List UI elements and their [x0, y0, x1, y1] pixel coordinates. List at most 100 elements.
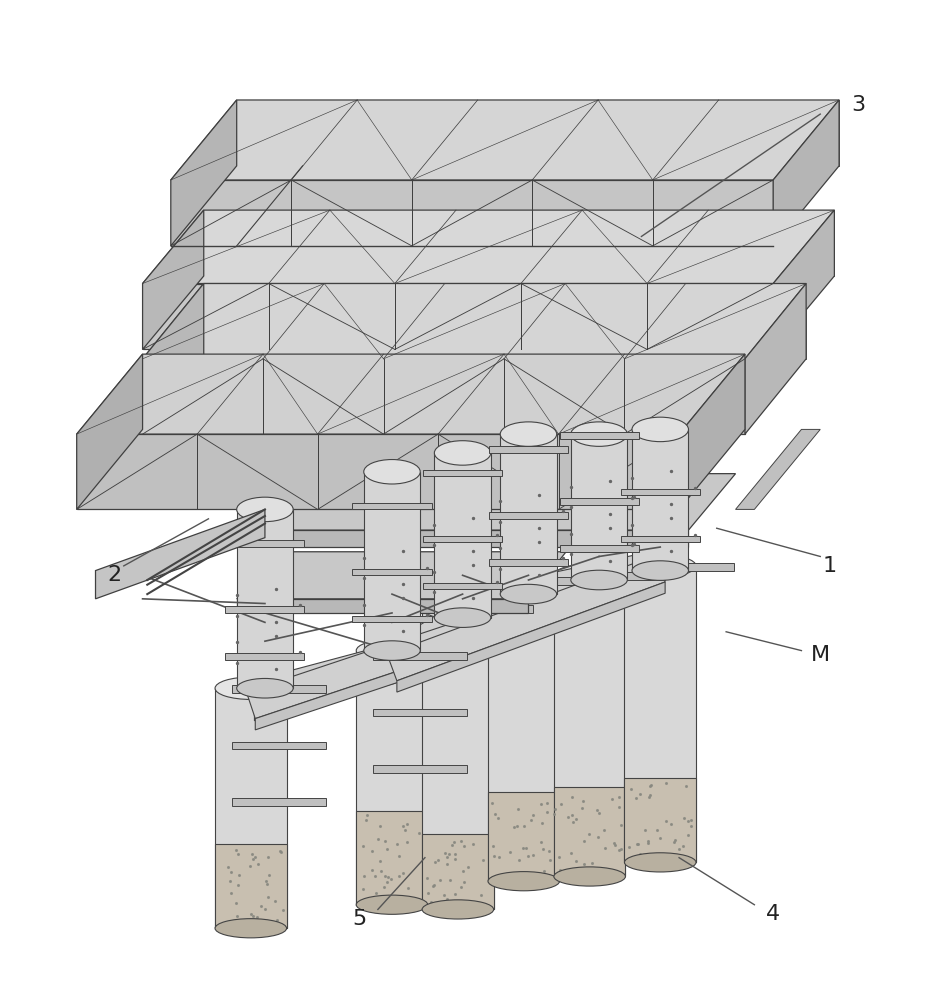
- Point: [577, 856, 592, 872]
- Polygon shape: [457, 575, 534, 629]
- Polygon shape: [232, 798, 326, 806]
- Point: [565, 814, 581, 830]
- Point: [456, 838, 471, 854]
- Point: [244, 846, 260, 862]
- Point: [515, 840, 531, 856]
- Polygon shape: [500, 429, 585, 509]
- Point: [293, 644, 308, 660]
- Point: [400, 880, 415, 896]
- Polygon shape: [226, 606, 305, 613]
- Point: [275, 902, 290, 918]
- Point: [592, 805, 607, 821]
- Point: [245, 851, 261, 867]
- Point: [510, 818, 525, 834]
- Point: [270, 912, 285, 928]
- Point: [683, 812, 699, 828]
- Point: [485, 838, 500, 854]
- Polygon shape: [171, 180, 773, 246]
- Point: [268, 661, 283, 677]
- Point: [564, 845, 579, 861]
- Point: [625, 490, 640, 506]
- Ellipse shape: [500, 422, 557, 446]
- Polygon shape: [399, 628, 470, 682]
- Point: [364, 862, 379, 878]
- Point: [453, 879, 468, 895]
- Polygon shape: [396, 582, 666, 692]
- Point: [536, 863, 551, 879]
- Point: [565, 807, 580, 823]
- Polygon shape: [237, 509, 294, 688]
- Point: [681, 827, 696, 843]
- Point: [396, 543, 411, 559]
- Point: [380, 869, 396, 885]
- Point: [490, 574, 505, 590]
- Point: [229, 655, 244, 671]
- Point: [396, 818, 411, 834]
- Polygon shape: [143, 284, 806, 359]
- Polygon shape: [422, 834, 494, 909]
- Ellipse shape: [488, 564, 560, 586]
- Polygon shape: [745, 284, 806, 434]
- Point: [465, 510, 480, 526]
- Point: [637, 822, 652, 838]
- Point: [273, 843, 288, 859]
- Point: [664, 463, 679, 479]
- Point: [224, 885, 239, 901]
- Polygon shape: [422, 608, 494, 909]
- Point: [229, 634, 244, 650]
- Point: [576, 793, 591, 809]
- Point: [602, 520, 617, 536]
- Point: [230, 846, 245, 862]
- Point: [612, 799, 627, 815]
- Point: [565, 789, 580, 805]
- Point: [419, 560, 434, 576]
- Point: [564, 499, 579, 515]
- Point: [585, 855, 600, 871]
- Point: [383, 871, 398, 887]
- Polygon shape: [356, 811, 428, 905]
- Point: [679, 778, 694, 794]
- Point: [461, 859, 476, 875]
- Point: [355, 838, 370, 854]
- Point: [597, 822, 612, 838]
- Point: [427, 537, 442, 553]
- Point: [623, 781, 638, 797]
- Polygon shape: [489, 559, 568, 566]
- Polygon shape: [773, 100, 839, 246]
- Polygon shape: [373, 709, 467, 716]
- Point: [356, 597, 371, 613]
- Point: [274, 844, 289, 860]
- Point: [447, 834, 462, 850]
- Polygon shape: [171, 100, 237, 246]
- Polygon shape: [237, 530, 688, 547]
- Point: [259, 873, 274, 889]
- Ellipse shape: [434, 441, 491, 465]
- Polygon shape: [143, 354, 745, 429]
- Polygon shape: [275, 429, 359, 509]
- Point: [487, 848, 502, 864]
- Point: [249, 909, 264, 925]
- Point: [379, 874, 395, 890]
- Point: [604, 791, 619, 807]
- Point: [261, 849, 276, 865]
- Point: [526, 807, 541, 823]
- Point: [427, 584, 442, 600]
- Point: [392, 848, 407, 864]
- Point: [493, 540, 508, 556]
- Point: [602, 553, 617, 569]
- Point: [551, 849, 566, 865]
- Polygon shape: [76, 354, 143, 509]
- Polygon shape: [226, 540, 305, 547]
- Point: [474, 887, 489, 903]
- Ellipse shape: [625, 555, 696, 577]
- Point: [251, 856, 266, 872]
- Polygon shape: [204, 284, 806, 359]
- Polygon shape: [505, 577, 599, 585]
- Polygon shape: [439, 605, 533, 613]
- Point: [268, 628, 283, 644]
- Polygon shape: [423, 470, 502, 476]
- Polygon shape: [639, 563, 733, 571]
- Ellipse shape: [237, 678, 294, 698]
- Point: [356, 570, 371, 586]
- Point: [640, 833, 655, 849]
